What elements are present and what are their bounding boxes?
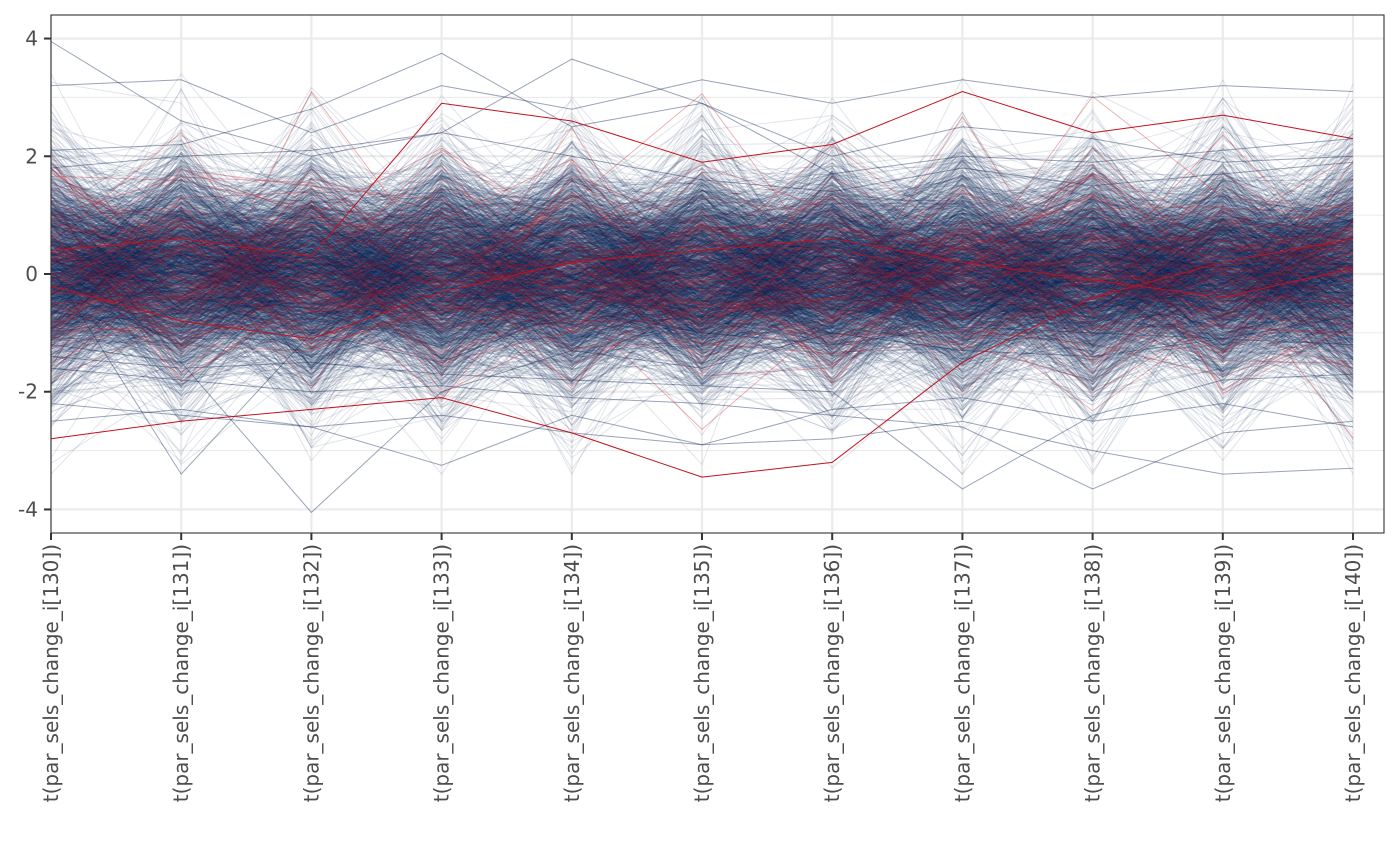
draw-line-batch [50,96,1354,422]
x-tick-label: t(par_sels_change_i[136]) [820,544,844,802]
draw-line-batch [50,83,1354,475]
draw-line-batch [50,113,1354,448]
draw-line [50,397,1354,466]
draw-line-batch [50,89,1354,433]
major-gridlines [49,15,1384,533]
x-tick-label: t(par_sels_change_i[130]) [39,544,63,802]
draw-line-batch [50,100,1354,463]
draw-line-batch [50,117,1354,435]
draw-line [50,367,1354,490]
minor-gridlines [51,96,1384,452]
y-tick-label: -4 [18,497,38,521]
draw-line-batch [50,73,1354,431]
y-axis: -4 -2 0 2 4 [18,27,51,521]
draw-line-batch [50,97,1354,428]
draw-line-batch [50,135,1354,456]
draw-line-batch [50,77,1354,417]
draw-line-batch [50,87,1354,425]
x-tick-label: t(par_sels_change_i[138]) [1081,544,1105,802]
draw-line-batch [50,97,1354,432]
divergent-draw-line-batch [50,91,1354,439]
draw-line-batch [50,126,1354,475]
draw-line [50,58,1354,169]
divergent-draw-line [50,238,1354,340]
divergent-draw-line [50,90,1354,257]
divergent-draw-lines [50,90,1354,478]
draw-line-batch [50,90,1354,463]
draw-line-batch [50,111,1354,439]
draw-line-batch [50,126,1354,457]
draw-line [50,267,1354,475]
draw-line-batch [50,110,1354,443]
draw-line-batch [50,97,1354,434]
draw-line [50,41,1354,193]
draw-line-batch [50,128,1354,469]
draw-line-batch [50,137,1354,428]
draw-line [50,332,1354,514]
draw-line-batch [50,96,1354,430]
x-axis: t(par_sels_change_i[130]) t(par_sels_chan… [39,533,1365,802]
draw-line-batch [50,116,1354,465]
draw-line-batch [50,127,1354,436]
x-tick-label: t(par_sels_change_i[134]) [560,544,584,802]
draw-line-batch [50,122,1354,449]
draw-line-batch [50,79,1354,475]
draw-line-batch [50,118,1354,455]
draw-line-batch [50,114,1354,465]
draw-line-batch [50,102,1354,475]
draw-line-batch [50,114,1354,470]
draw-line-batch [50,140,1354,448]
draw-line-batch [50,123,1354,475]
draw-line-batch [50,87,1354,435]
draw-line-batch [50,115,1354,475]
x-tick-label: t(par_sels_change_i[137]) [950,544,974,802]
draw-line-batch [50,111,1354,450]
non-divergent-draw-lines [50,41,1354,514]
y-tick-label: 4 [25,27,38,51]
draw-line-batch [50,103,1354,424]
draw-line-batch [50,117,1354,475]
x-tick-label: t(par_sels_change_i[131]) [169,544,193,802]
draw-line-batch [50,126,1354,429]
y-tick-label: -2 [18,380,38,404]
draw-line-batch [50,153,1354,425]
y-tick-label: 2 [25,144,38,168]
draw-line-batch [50,130,1354,459]
x-tick-label: t(par_sels_change_i[139]) [1211,544,1235,802]
x-tick-label: t(par_sels_change_i[135]) [690,544,714,802]
draw-line-batch [50,108,1354,420]
draw-line [50,355,1354,490]
x-tick-label: t(par_sels_change_i[140]) [1341,544,1365,802]
draw-line [50,79,1354,134]
draw-line-batch [50,93,1354,446]
x-tick-label: t(par_sels_change_i[133]) [430,544,454,802]
draw-line [50,408,1354,475]
draw-line-batch [50,108,1354,463]
x-tick-label: t(par_sels_change_i[132]) [299,544,323,802]
draw-line [50,52,1354,175]
draw-line-batch [50,140,1354,422]
y-tick-label: 0 [25,262,38,286]
